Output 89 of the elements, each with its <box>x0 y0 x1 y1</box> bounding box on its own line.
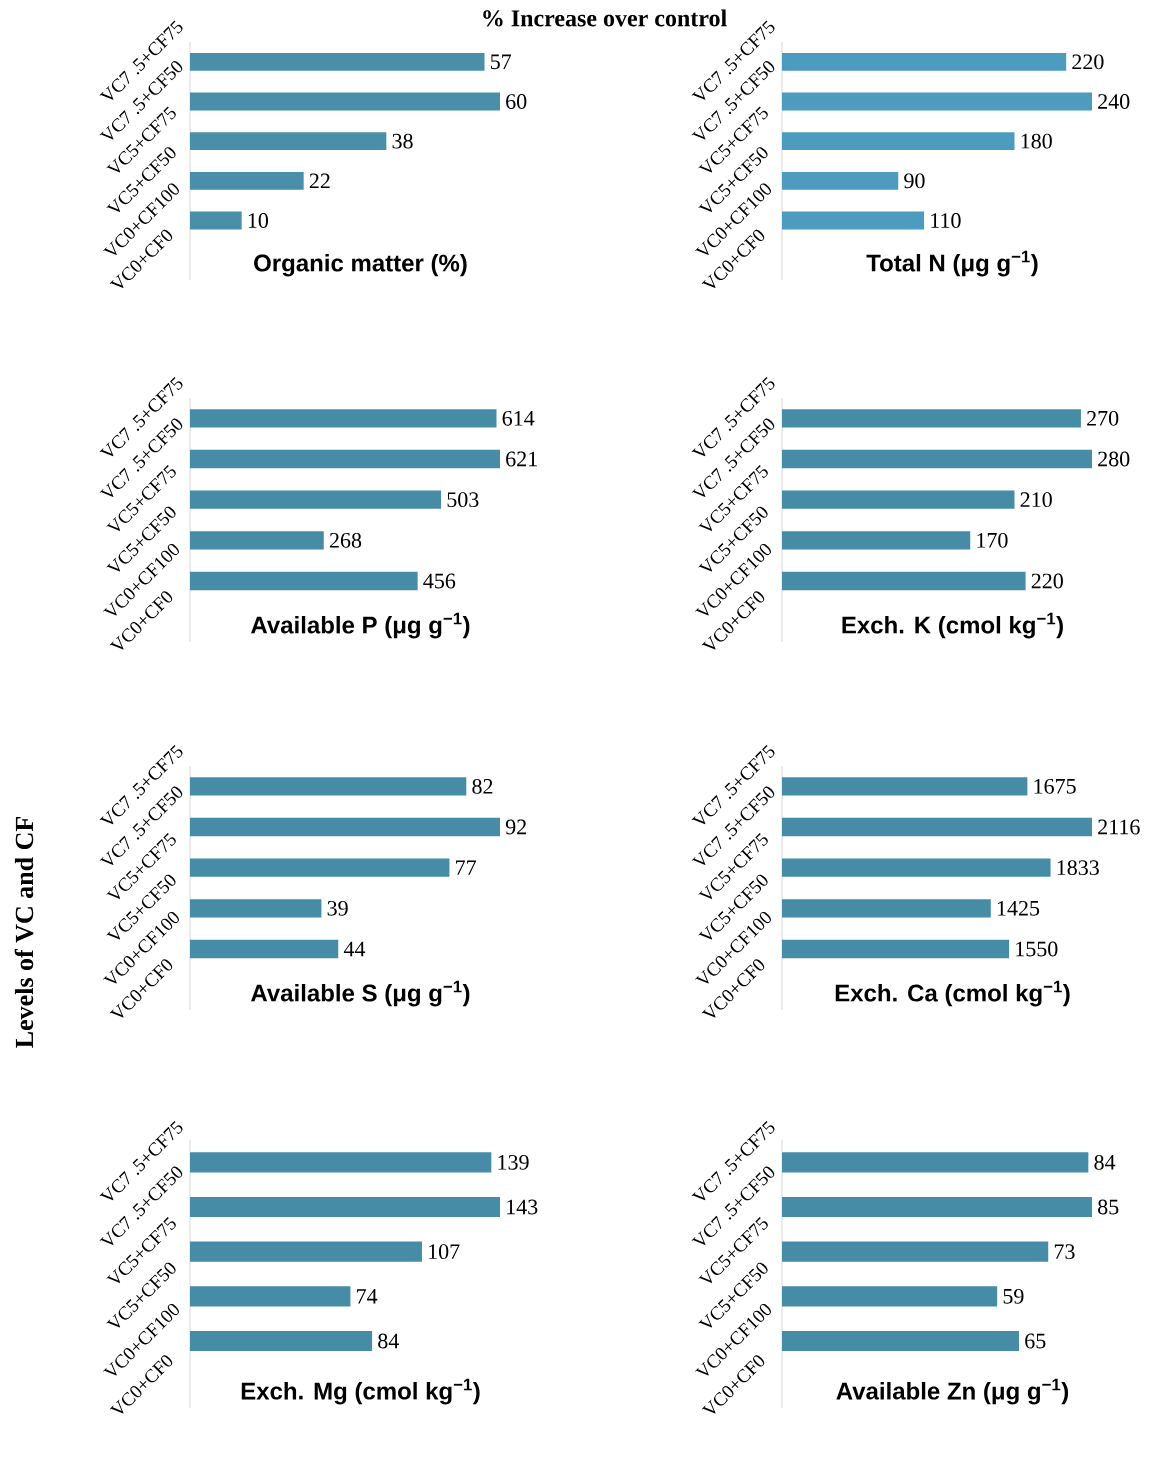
x-axis-title: Available S (μg g$^{−1}$) <box>251 980 470 1007</box>
data-label: 22 <box>309 173 330 189</box>
data-label: 65 <box>1025 1333 1046 1349</box>
data-label: 77 <box>456 860 477 875</box>
bar <box>190 52 485 71</box>
data-label: 170 <box>977 532 1008 548</box>
bar <box>782 171 899 190</box>
bar <box>782 777 1028 796</box>
x-axis-title: Available P (μg g$^{−1}$) <box>251 612 470 639</box>
data-label: 220 <box>1072 54 1104 70</box>
bar <box>782 1152 1089 1173</box>
x-axis-title: Organic matter (%) <box>254 253 467 277</box>
bar <box>782 1196 1092 1218</box>
data-label: 57 <box>490 54 512 70</box>
bar <box>782 409 1081 428</box>
bar <box>190 777 467 796</box>
data-label: 1550 <box>1016 941 1058 957</box>
data-label: 82 <box>472 778 493 794</box>
data-label: 1833 <box>1057 860 1099 876</box>
data-label: 92 <box>505 819 526 835</box>
data-label: 90 <box>904 173 925 189</box>
x-axis-title: Exch. Mg (cmol kg$^{−1}$) <box>241 1378 480 1405</box>
bar <box>782 1330 1020 1352</box>
bar <box>190 132 387 151</box>
bar <box>782 1241 1049 1262</box>
data-label: 503 <box>447 492 479 508</box>
bar <box>190 531 324 550</box>
bar <box>190 1241 422 1262</box>
data-label: 180 <box>1021 133 1052 149</box>
bar <box>190 1196 500 1218</box>
x-axis-title: Exch. Ca (cmol kg$^{−1}$) <box>835 980 1070 1007</box>
bar <box>190 449 500 469</box>
bar <box>782 132 1015 151</box>
bar <box>190 1286 351 1307</box>
data-label: 74 <box>357 1289 378 1304</box>
data-label: 59 <box>1003 1288 1024 1304</box>
bar <box>190 899 322 918</box>
x-axis-title: Available Zn (μg g$^{−1}$) <box>836 1378 1069 1405</box>
data-label: 614 <box>502 410 535 426</box>
bar <box>190 409 497 428</box>
bar <box>190 817 500 837</box>
data-label: 143 <box>507 1199 538 1215</box>
bar <box>782 1286 998 1307</box>
bar <box>782 817 1092 837</box>
data-label: 39 <box>327 900 348 916</box>
data-label: 280 <box>1098 451 1130 467</box>
data-label: 85 <box>1098 1199 1119 1215</box>
x-axis-title: Exch. K (cmol kg$^{−1}$) <box>842 612 1063 639</box>
bar <box>782 211 925 230</box>
bar <box>782 899 991 918</box>
data-label: 10 <box>248 213 269 228</box>
bar <box>782 571 1026 591</box>
bar <box>190 1330 373 1352</box>
data-label: 84 <box>1094 1154 1116 1170</box>
bar <box>190 490 442 509</box>
data-label: 1675 <box>1034 778 1076 794</box>
bar <box>782 52 1067 71</box>
bar <box>782 939 1010 959</box>
data-label: 1425 <box>997 900 1040 916</box>
bar <box>190 571 418 591</box>
data-label: 621 <box>506 451 537 467</box>
bar <box>190 211 242 230</box>
bar <box>190 939 339 959</box>
data-label: 220 <box>1031 573 1063 589</box>
data-label: 38 <box>392 133 413 149</box>
bar <box>190 1152 492 1173</box>
data-label: 2116 <box>1098 819 1140 835</box>
data-label: 268 <box>329 532 362 548</box>
data-label: 210 <box>1020 492 1052 508</box>
data-label: 107 <box>429 1244 460 1260</box>
data-label: 84 <box>378 1333 399 1349</box>
bar <box>782 531 971 550</box>
data-label: 44 <box>343 941 366 957</box>
bar <box>782 490 1015 509</box>
bar <box>190 92 500 111</box>
bar <box>782 858 1051 877</box>
data-label: 456 <box>423 573 456 589</box>
bar <box>782 449 1092 469</box>
data-label: 270 <box>1087 410 1119 426</box>
data-label: 60 <box>506 94 527 109</box>
bar <box>782 92 1092 111</box>
data-label: 110 <box>931 213 961 228</box>
y-axis-title: Levels of VC and CF <box>14 816 34 1048</box>
bar <box>190 171 304 190</box>
data-label: 139 <box>498 1154 529 1170</box>
data-label: 73 <box>1054 1244 1075 1260</box>
data-label: 240 <box>1098 94 1130 109</box>
x-axis-title: Total N (μg g$^{−1}$) <box>866 250 1038 277</box>
bar <box>190 858 450 877</box>
